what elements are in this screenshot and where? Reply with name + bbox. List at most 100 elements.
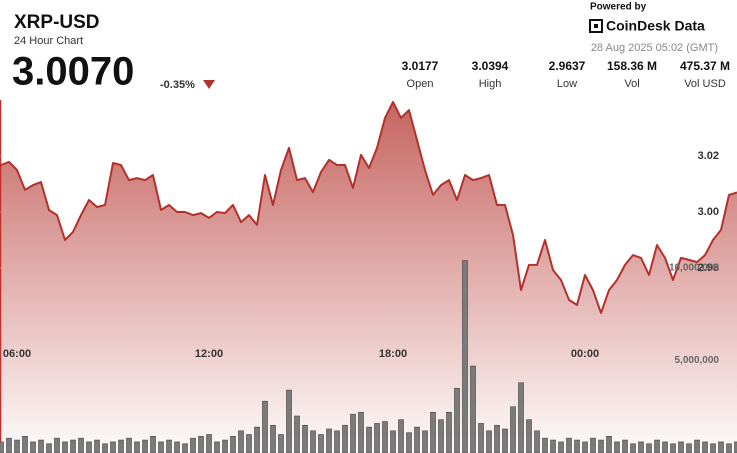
stat-label: Low xyxy=(557,78,577,90)
volume-bar xyxy=(22,436,28,453)
volume-bar xyxy=(622,439,628,453)
volume-bar xyxy=(294,415,300,453)
volume-bar xyxy=(334,430,340,453)
volume-bar xyxy=(430,411,436,453)
volume-bar xyxy=(718,441,724,453)
volume-bar xyxy=(614,441,620,453)
volume-bar xyxy=(454,387,460,453)
volume-bar xyxy=(62,441,68,453)
volume-bar xyxy=(734,441,737,453)
chart-title: XRP-USD xyxy=(14,12,100,33)
volume-bar xyxy=(110,441,116,453)
price-area xyxy=(1,102,737,453)
volume-bar xyxy=(486,430,492,453)
timestamp: 28 Aug 2025 05:02 (GMT) xyxy=(591,42,718,54)
volume-bar xyxy=(374,423,380,453)
volume-bar xyxy=(678,441,684,453)
volume-bar xyxy=(726,443,732,453)
y-tick-label: 2.98 xyxy=(698,262,719,274)
volume-bar xyxy=(390,430,396,453)
volume-bar xyxy=(470,365,476,453)
volume-bar xyxy=(278,434,284,453)
volume-bar xyxy=(254,426,260,453)
volume-bar xyxy=(70,439,76,453)
volume-bar xyxy=(414,426,420,453)
volume-bar xyxy=(542,437,548,453)
volume-bar xyxy=(366,426,372,453)
volume-bar xyxy=(646,443,652,453)
stat-label: Vol USD xyxy=(684,78,726,90)
volume-bar xyxy=(358,411,364,453)
volume-bar xyxy=(246,434,252,453)
volume-bar xyxy=(382,421,388,453)
volume-bar xyxy=(670,443,676,453)
y-tick-label: 3.02 xyxy=(698,150,719,162)
stat-label: High xyxy=(479,78,502,90)
volume-bar xyxy=(134,441,140,453)
volume-bar xyxy=(550,439,556,453)
volume-bar xyxy=(662,441,668,453)
volume-tick-label: 5,000,000 xyxy=(675,355,720,366)
volume-bar xyxy=(582,441,588,453)
brand-icon xyxy=(589,19,603,33)
volume-bar xyxy=(206,434,212,453)
stats: 3.0177 Open 3.0394 High 2.9637 Low 158.36 M Vol… xyxy=(402,59,730,90)
volume-bar xyxy=(190,437,196,453)
stat-value: 3.0177 xyxy=(402,59,439,73)
volume-bar xyxy=(6,437,12,453)
volume-bar xyxy=(606,436,612,453)
volume-bar xyxy=(702,441,708,453)
volume-bar xyxy=(78,437,84,453)
x-tick-label: 18:00 xyxy=(379,348,407,360)
volume-bar xyxy=(566,437,572,453)
volume-bar xyxy=(518,382,524,453)
volume-bar xyxy=(270,424,276,453)
stat-value: 3.0394 xyxy=(472,59,509,73)
volume-bar xyxy=(590,437,596,453)
volume-bar xyxy=(654,439,660,453)
volume-bar xyxy=(46,443,52,453)
volume-bar xyxy=(342,424,348,453)
volume-bar xyxy=(438,419,444,453)
volume-bar xyxy=(318,434,324,453)
volume-bar xyxy=(222,439,228,453)
volume-bar xyxy=(710,443,716,453)
stat-value: 475.37 M xyxy=(680,59,730,73)
price-change: -0.35% xyxy=(160,79,195,91)
volume-bar xyxy=(302,424,308,453)
volume-bar xyxy=(30,441,36,453)
brand: CoinDesk Data xyxy=(606,18,705,34)
brand-icon-dot xyxy=(594,24,598,28)
powered-by: Powered by xyxy=(590,2,647,13)
volume-bar xyxy=(126,437,132,453)
volume-bar xyxy=(174,441,180,453)
volume-bar xyxy=(262,400,268,453)
stat-value: 158.36 M xyxy=(607,59,657,73)
chart-subtitle: 24 Hour Chart xyxy=(14,35,83,47)
volume-bar xyxy=(86,441,92,453)
volume-bar xyxy=(54,437,60,453)
volume-bar xyxy=(534,430,540,453)
volume-bar xyxy=(686,443,692,453)
x-tick-label: 00:00 xyxy=(571,348,599,360)
volume-bar xyxy=(574,439,580,453)
volume-bar xyxy=(198,436,204,453)
volume-bar xyxy=(102,443,108,453)
volume-bar xyxy=(14,439,20,453)
volume-bar xyxy=(150,436,156,453)
volume-bar xyxy=(446,411,452,453)
volume-bar xyxy=(630,443,636,453)
volume-tick-label: 10,000,000 xyxy=(669,263,719,274)
x-tick-label: 12:00 xyxy=(195,348,223,360)
volume-bar xyxy=(158,441,164,453)
volume-bar xyxy=(494,424,500,453)
volume-bar xyxy=(326,428,332,453)
volume-bar xyxy=(238,430,244,453)
volume-bar xyxy=(510,406,516,453)
volume-bar xyxy=(422,430,428,453)
volume-bar xyxy=(638,441,644,453)
volume-bar xyxy=(0,441,4,453)
volume-bar xyxy=(214,441,220,453)
